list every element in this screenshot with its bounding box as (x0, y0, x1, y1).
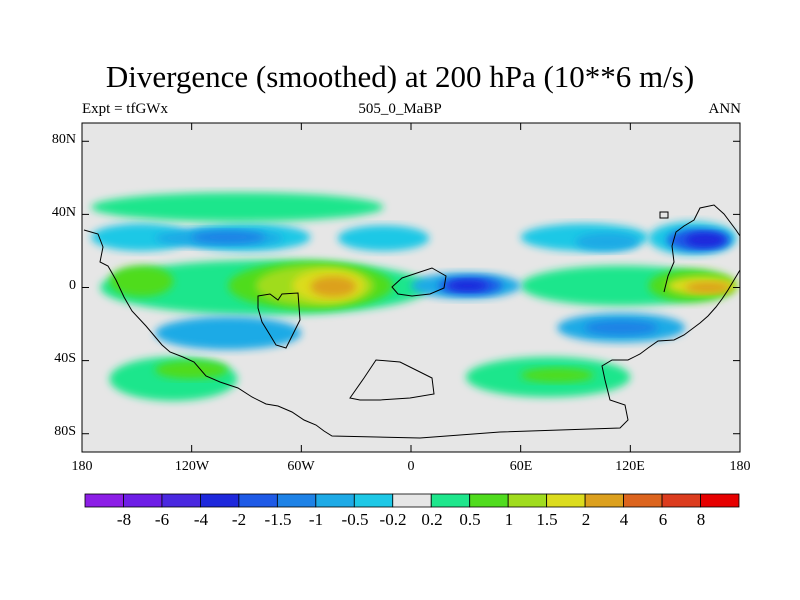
y-tick-label-80n: 80N (51, 132, 76, 147)
colorbar-swatch (353, 493, 394, 508)
field-contour (155, 360, 229, 379)
colorbar-label: 2 (581, 510, 591, 529)
colorbar-label: 6 (658, 510, 668, 529)
chart-title: Divergence (smoothed) at 200 hPa (10**6 … (105, 59, 695, 94)
colorbar-label: -2 (231, 510, 247, 529)
colorbar-swatch (507, 493, 548, 508)
season-label: ANN (708, 101, 742, 117)
colorbar-label: -1 (308, 510, 324, 529)
colorbar-label: 4 (619, 510, 629, 529)
colorbar-swatch (276, 493, 317, 508)
x-tick-label-120e: 120E (615, 459, 645, 474)
field-contour (310, 276, 357, 297)
axis-ticks (81, 123, 741, 452)
colorbar-swatch (315, 493, 355, 508)
y-tick-label-40n: 40N (51, 205, 76, 220)
colorbar-swatch (546, 493, 586, 508)
colorbar (84, 493, 740, 508)
x-tick-label-180e: 180 (729, 459, 751, 474)
coastline-north-america (83, 229, 740, 439)
colorbar-label: -8 (116, 510, 132, 529)
colorbar-swatch (200, 493, 240, 508)
colorbar-swatch (123, 493, 163, 508)
field-contour (685, 282, 731, 293)
field-contour (575, 232, 640, 251)
field-contour (155, 316, 302, 350)
colorbar-label: -1.5 (264, 510, 292, 529)
y-tick-label-0: 0 (69, 278, 76, 293)
colorbar-label: 1 (504, 510, 514, 529)
x-tick-label-180w: 180 (71, 459, 93, 474)
x-tick-label-60w: 60W (287, 459, 315, 474)
colorbar-label: -0.2 (379, 510, 407, 529)
contour-fill-layer (91, 192, 737, 401)
x-tick-label-0: 0 (407, 459, 415, 474)
colorbar-label: 0.5 (459, 510, 481, 529)
coastline-south-america (257, 292, 301, 349)
colorbar-label: 0.2 (421, 510, 443, 529)
run-label: 505_0_MaBP (358, 101, 442, 117)
field-contour (584, 320, 658, 336)
colorbar-label: -0.5 (341, 510, 369, 529)
colorbar-swatch (392, 493, 432, 508)
coastline-africa (391, 267, 447, 297)
field-contour (337, 225, 430, 251)
field-contour (91, 192, 384, 222)
colorbar-label: 1.5 (536, 510, 558, 529)
colorbar-label: 8 (696, 510, 706, 529)
field-contour (685, 232, 726, 248)
colorbar-swatch (430, 493, 471, 508)
colorbar-swatch (238, 493, 278, 508)
colorbar-swatch (623, 493, 663, 508)
coastline-antarctica (349, 359, 435, 401)
colorbar-swatch (161, 493, 201, 508)
field-contour (447, 280, 488, 292)
colorbar-swatch (661, 493, 701, 508)
coastline-pacific-island (659, 211, 669, 219)
field-contour (91, 223, 192, 251)
y-tick-label-40s: 40S (54, 351, 76, 366)
x-tick-label-120w: 120W (174, 459, 210, 474)
x-tick-label-60e: 60E (509, 459, 533, 474)
colorbar-swatch (700, 493, 740, 508)
colorbar-label: -4 (193, 510, 209, 529)
colorbar-swatch (84, 493, 124, 508)
experiment-label: Expt = tfGWx (82, 101, 168, 117)
colorbar-swatch (584, 493, 624, 508)
field-contour (109, 265, 174, 297)
y-tick-label-80s: 80S (54, 424, 76, 439)
coastline-layer (83, 204, 740, 439)
field-contour (191, 230, 265, 244)
colorbar-label: -6 (154, 510, 170, 529)
colorbar-swatch (469, 493, 509, 508)
coastline-asia (663, 204, 740, 293)
field-contour (520, 367, 594, 383)
